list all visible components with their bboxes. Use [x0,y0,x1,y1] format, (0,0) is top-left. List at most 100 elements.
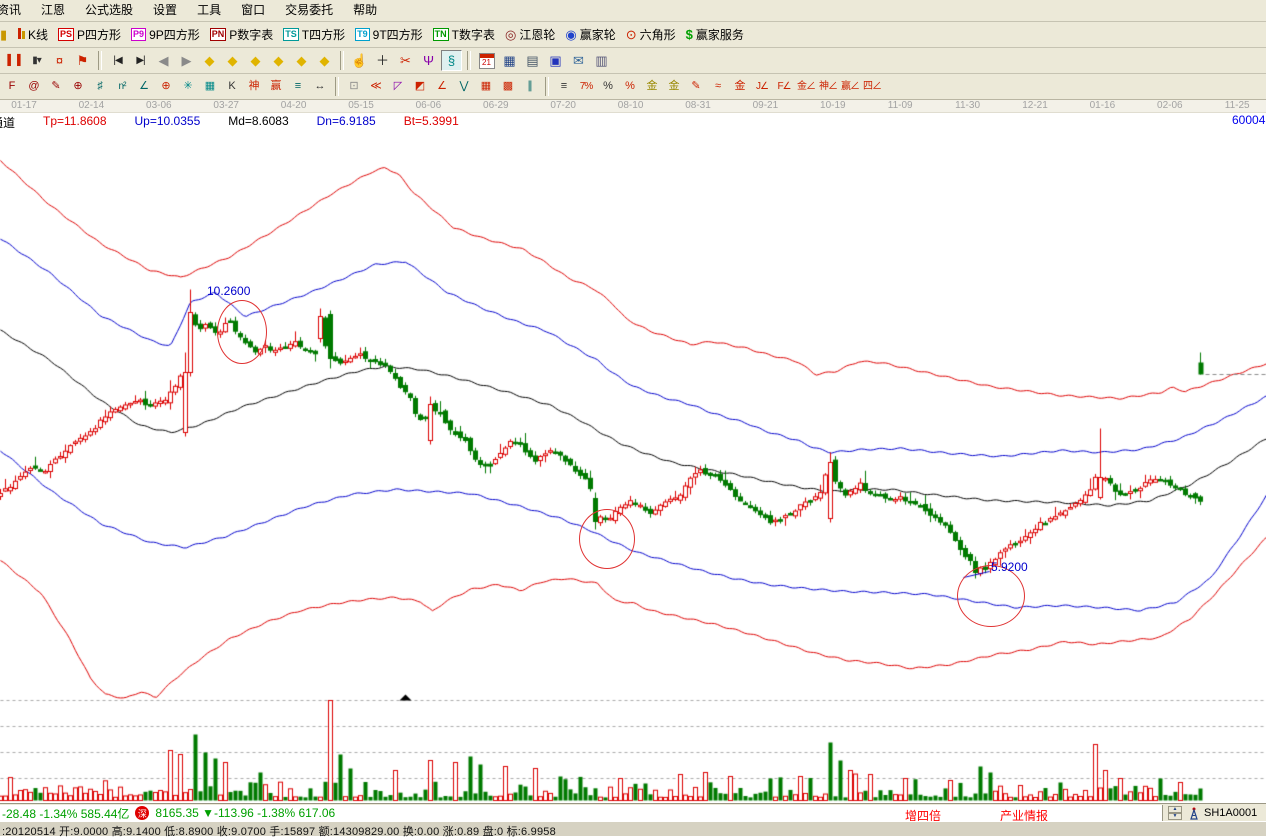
p9-square-button[interactable]: P9 9P四方形 [126,25,205,44]
angle-four-icon[interactable]: 四∠ [863,81,882,92]
winner-service-button[interactable]: $ 赢家服务 [681,25,749,44]
win-ruler-icon[interactable]: 赢 [270,80,282,92]
crosshair-icon[interactable]: ＋ [375,53,389,68]
pen-icon[interactable]: ✎ [51,80,61,92]
indicator-value-3: Md=8.6083 [228,114,289,128]
indicator-icon[interactable]: ¤ [55,53,64,68]
ruler-123-icon[interactable]: ≡ [294,80,302,92]
nav-prev-icon[interactable]: ◀ [158,53,169,68]
menu-item-6[interactable]: 交易委托 [285,3,334,17]
gann-tool-icon[interactable]: Ψ [423,53,434,68]
mail-icon[interactable]: ✉ [573,53,584,68]
p-number-table-button[interactable]: PN P数字表 [205,25,279,44]
gann-wheel-button[interactable]: ◎ 江恩轮 [500,25,560,44]
t-number-table-button[interactable]: TN T数字表 [428,25,500,44]
t9-square-button[interactable]: T9 9T四方形 [350,25,428,44]
t-square-button[interactable]: TS T四方形 [278,25,350,44]
shen-ruler-icon[interactable]: 神 [248,80,260,92]
p-square-button[interactable]: PS P四方形 [53,25,126,44]
kline-button[interactable]: K线 [13,25,53,44]
notes-icon[interactable]: ▤ [526,53,539,68]
menu-item-4[interactable]: 工具 [197,3,222,17]
gold-lines-icon[interactable]: 金 [668,80,680,92]
bar-stats-icon[interactable]: ▌▐ [7,55,20,66]
date-tick-label: 08-31 [685,100,711,111]
angle-win-icon[interactable]: 赢∠ [841,81,860,92]
k-mark-icon[interactable]: K [228,80,236,92]
menu-item-7[interactable]: 帮助 [353,3,378,17]
h-measure-icon[interactable]: ↔ [314,80,326,92]
brush-icon[interactable]: ✎ [691,80,701,92]
web-icon[interactable]: ✳ [183,80,193,92]
computer-icon[interactable]: ▥ [595,53,608,68]
grid-box-icon[interactable]: ▦ [204,80,216,92]
cut-icon[interactable]: ✂ [400,53,411,68]
angle-shen-icon[interactable]: 神∠ [819,81,838,92]
red-grid2-icon[interactable]: ▩ [502,80,514,92]
spinner-down-icon[interactable]: ▼ [1168,813,1182,820]
wave-icon[interactable]: ≈ [714,80,722,92]
diag-grid-icon[interactable]: ◩ [414,80,426,92]
gold-underline-icon[interactable]: 金 [734,80,746,92]
angle-tool-icon[interactable]: ∠ [139,80,149,92]
date-tick-label: 11-30 [955,100,981,111]
menu-item-2[interactable]: 公式选股 [85,3,134,17]
indicator-value-2: Up=10.0355 [134,114,201,128]
nav-first-icon[interactable]: |◀ [113,55,122,66]
chart-area[interactable]: 通道 Tp=11.8608 Up=10.0355 Md=8.6083 Dn=6.9185… [0,113,1266,803]
fan-grid-icon[interactable]: ◸ [393,80,403,92]
calendar-icon[interactable]: 21 [476,50,497,71]
menu-item-5[interactable]: 窗口 [241,3,266,17]
marquee-news-2[interactable]: 产业情报 [1000,809,1049,821]
marquee-news-1[interactable]: 增四倍 [905,809,942,821]
menu-item-0[interactable]: 资讯 [0,3,22,17]
hand-tool-icon[interactable]: ☝ [351,53,368,68]
menu-item-3[interactable]: 设置 [153,3,178,17]
percent7-icon[interactable]: 7% [579,81,593,92]
percent-lines-icon[interactable]: % [625,80,635,92]
angle-lines-icon[interactable]: ∠ [437,80,447,92]
save-icon[interactable]: ▣ [549,53,562,68]
gold-circle-icon[interactable]: 金 [646,80,658,92]
hexagon-button[interactable]: ⊙ 六角形 [621,25,681,44]
menu-item-1[interactable]: 江恩 [41,3,66,17]
nav-last-icon[interactable]: ▶| [136,55,145,66]
red-grid-icon[interactable]: ▦ [480,80,492,92]
wave-v-icon[interactable]: ⋁ [459,80,469,92]
n2-grid-icon[interactable]: n² [118,81,127,92]
gauge-icon[interactable]: ≡ [560,80,568,92]
fibonacci-f-icon[interactable]: F [8,80,16,92]
gann-circle-icon[interactable]: ⊕ [73,80,83,92]
kline-canvas[interactable] [0,113,1266,803]
angle-f-icon[interactable]: F∠ [777,81,791,92]
calculator-icon[interactable]: ▦ [503,53,516,68]
box-select-icon[interactable]: ⊡ [349,80,359,92]
time-ruler-icon[interactable]: ♯ [97,80,103,92]
parallel-lines-icon[interactable]: ∥ [527,80,533,92]
angle-gold-icon[interactable]: 金∠ [797,81,816,92]
winner-wheel-button[interactable]: ◉ 赢家轮 [560,25,620,44]
p9-square-button-icon: P9 [131,28,147,41]
percent-icon[interactable]: % [603,80,613,92]
quote-spinner[interactable]: ▲ ▼ [1168,806,1182,821]
p-square-button-label: P四方形 [77,28,122,42]
nav-next-icon[interactable]: ▶ [181,53,192,68]
dollar-icon: $ [685,27,693,42]
zoom-horizontal-icon[interactable]: ◆ [250,53,261,68]
spiral-icon[interactable]: @ [28,80,40,92]
target-icon[interactable]: ⊕ [161,80,171,92]
zoom-in-icon[interactable]: ◆ [296,53,307,68]
date-tick-label: 07-20 [550,100,576,111]
fan-lines-icon[interactable]: ≪ [370,80,382,92]
zoom-right-icon[interactable]: ◆ [227,53,238,68]
flag-icon[interactable]: ⚑ [76,53,89,68]
zoom-left-icon[interactable]: ◆ [204,53,215,68]
angle-j-icon[interactable]: J∠ [756,81,769,92]
zoom-fit-icon[interactable]: ◆ [319,53,330,68]
smart-mode-icon[interactable]: § [441,50,462,71]
toolbar-navigation: ▌▐ ▮▾ ¤ ⚑ |◀ ▶| ◀ ▶ ◆ ◆ ◆ ◆ ◆ ◆ ☝ ＋ ✂ Ψ § 21 ▦ ▤ ▣ ✉ ▥ [0,48,1266,74]
spinner-up-icon[interactable]: ▲ [1168,806,1182,813]
zoom-out-icon[interactable]: ◆ [273,53,284,68]
p-number-table-button-label: P数字表 [229,28,274,42]
candle-style-icon[interactable]: ▮▾ [32,55,42,66]
